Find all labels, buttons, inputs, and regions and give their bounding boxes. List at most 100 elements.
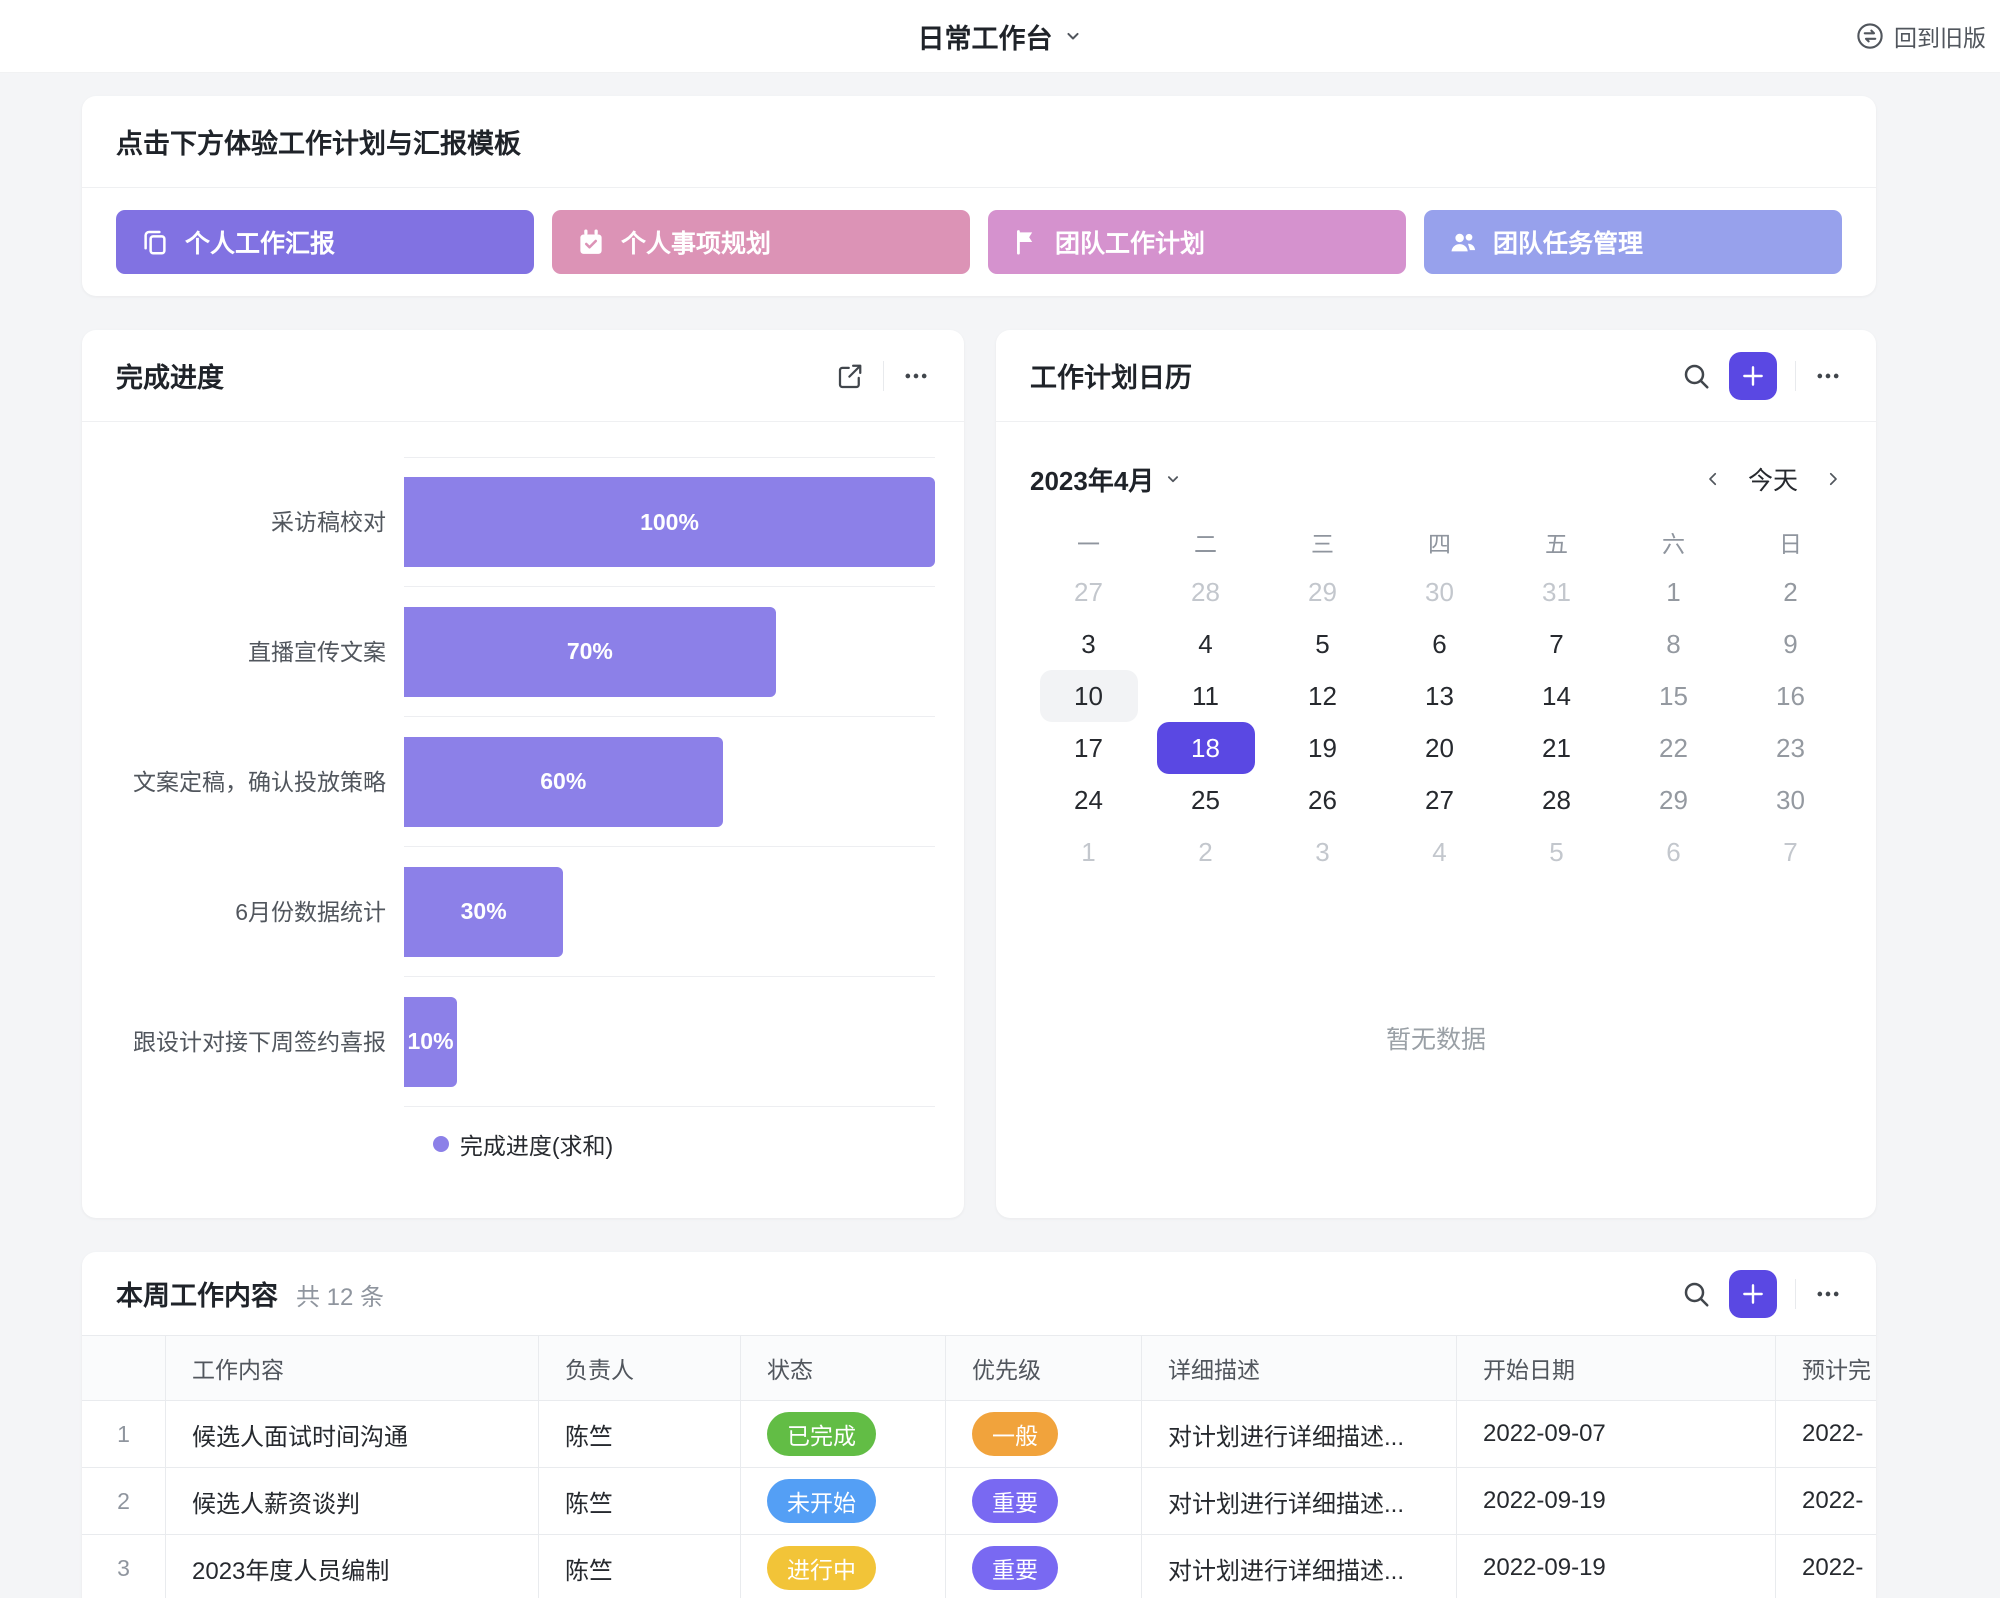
- calendar-day-5[interactable]: 5: [1498, 826, 1615, 878]
- calendar-day-16[interactable]: 16: [1732, 670, 1849, 722]
- priority-cell[interactable]: 重要: [946, 1535, 1142, 1598]
- calendar-day-label: 13: [1425, 680, 1454, 711]
- start-date-cell[interactable]: 2022-09-19: [1457, 1535, 1776, 1598]
- task-name-cell[interactable]: 候选人薪资谈判: [166, 1468, 539, 1535]
- calendar-day-19[interactable]: 19: [1264, 722, 1381, 774]
- chart-bar[interactable]: 70%: [404, 606, 776, 697]
- more-options-icon[interactable]: [1814, 1280, 1842, 1308]
- calendar-day-14[interactable]: 14: [1498, 670, 1615, 722]
- workspace-title-dropdown[interactable]: 日常工作台: [918, 17, 1083, 56]
- calendar-day-29[interactable]: 29: [1615, 774, 1732, 826]
- calendar-day-28[interactable]: 28: [1498, 774, 1615, 826]
- calendar-day-7[interactable]: 7: [1732, 826, 1849, 878]
- template-button-2[interactable]: 个人事项规划: [552, 210, 970, 274]
- calendar-day-18[interactable]: 18: [1147, 722, 1264, 774]
- calendar-day-13[interactable]: 13: [1381, 670, 1498, 722]
- divider: [996, 421, 1876, 422]
- month-selector[interactable]: 2023年4月: [1030, 461, 1182, 498]
- open-external-icon[interactable]: [835, 361, 865, 391]
- today-button[interactable]: 今天: [1747, 467, 1798, 495]
- calendar-day-20[interactable]: 20: [1381, 722, 1498, 774]
- search-icon[interactable]: [1681, 1279, 1711, 1309]
- calendar-day-27[interactable]: 27: [1030, 566, 1147, 618]
- calendar-day-29[interactable]: 29: [1264, 566, 1381, 618]
- table-row[interactable]: 1 候选人面试时间沟通 陈竺 已完成 一般 对计划进行详细描述... 2022-09-07 2…: [82, 1401, 1876, 1468]
- template-button-3[interactable]: 团队工作计划: [988, 210, 1406, 274]
- calendar-day-30[interactable]: 30: [1732, 774, 1849, 826]
- priority-cell[interactable]: 一般: [946, 1401, 1142, 1468]
- priority-cell[interactable]: 重要: [946, 1468, 1142, 1535]
- task-name-cell[interactable]: 2023年度人员编制: [166, 1535, 539, 1598]
- description-cell[interactable]: 对计划进行详细描述...: [1142, 1401, 1457, 1468]
- task-name-cell[interactable]: 候选人面试时间沟通: [166, 1401, 539, 1468]
- status-cell[interactable]: 未开始: [741, 1468, 946, 1535]
- status-badge: 未开始: [767, 1479, 876, 1523]
- calendar-day-7[interactable]: 7: [1498, 618, 1615, 670]
- more-options-icon[interactable]: [1814, 362, 1842, 390]
- chart-bar-value: 30%: [460, 898, 507, 924]
- calendar-day-4[interactable]: 4: [1147, 618, 1264, 670]
- owner-cell[interactable]: 陈竺: [539, 1468, 741, 1535]
- calendar-day-1[interactable]: 1: [1030, 826, 1147, 878]
- calendar-day-label: 30: [1776, 784, 1805, 815]
- calendar-day-22[interactable]: 22: [1615, 722, 1732, 774]
- start-date-cell[interactable]: 2022-09-19: [1457, 1468, 1776, 1535]
- calendar-day-12[interactable]: 12: [1264, 670, 1381, 722]
- template-button-4[interactable]: 团队任务管理: [1424, 210, 1842, 274]
- calendar-day-23[interactable]: 23: [1732, 722, 1849, 774]
- add-event-button[interactable]: [1729, 351, 1777, 400]
- calendar-day-27[interactable]: 27: [1381, 774, 1498, 826]
- back-to-old-version-button[interactable]: 回到旧版: [1855, 0, 1986, 72]
- calendar-day-8[interactable]: 8: [1615, 618, 1732, 670]
- chart-bar[interactable]: 30%: [404, 866, 564, 957]
- status-cell[interactable]: 进行中: [741, 1535, 946, 1598]
- status-cell[interactable]: 已完成: [741, 1401, 946, 1468]
- calendar-day-11[interactable]: 11: [1147, 670, 1264, 722]
- add-record-button[interactable]: [1729, 1269, 1777, 1318]
- chart-bar[interactable]: 10%: [404, 996, 458, 1087]
- owner-cell[interactable]: 陈竺: [539, 1535, 741, 1598]
- calendar-day-21[interactable]: 21: [1498, 722, 1615, 774]
- search-icon[interactable]: [1681, 361, 1711, 391]
- calendar-day-2[interactable]: 2: [1147, 826, 1264, 878]
- calendar-day-6[interactable]: 6: [1615, 826, 1732, 878]
- calendar-day-3[interactable]: 3: [1264, 826, 1381, 878]
- calendar-day-24[interactable]: 24: [1030, 774, 1147, 826]
- chart-category-label: 采访稿校对: [271, 508, 386, 535]
- calendar-day-25[interactable]: 25: [1147, 774, 1264, 826]
- calendar-day-28[interactable]: 28: [1147, 566, 1264, 618]
- calendar-day-15[interactable]: 15: [1615, 670, 1732, 722]
- calendar-day-26[interactable]: 26: [1264, 774, 1381, 826]
- calendar-day-2[interactable]: 2: [1732, 566, 1849, 618]
- calendar-weekday-header: 二: [1194, 531, 1217, 557]
- calendar-day-label: 20: [1425, 732, 1454, 763]
- calendar-day-6[interactable]: 6: [1381, 618, 1498, 670]
- owner-cell[interactable]: 陈竺: [539, 1401, 741, 1468]
- prev-month-icon[interactable]: [1704, 470, 1722, 488]
- due-date-cell[interactable]: 2022-: [1776, 1535, 1876, 1598]
- calendar-day-31[interactable]: 31: [1498, 566, 1615, 618]
- next-month-icon[interactable]: [1824, 470, 1842, 488]
- calendar-day-1[interactable]: 1: [1615, 566, 1732, 618]
- more-options-icon[interactable]: [902, 362, 930, 390]
- calendar-day-5[interactable]: 5: [1264, 618, 1381, 670]
- template-button-1[interactable]: 个人工作汇报: [116, 210, 534, 274]
- calendar-day-30[interactable]: 30: [1381, 566, 1498, 618]
- calendar-day-10[interactable]: 10: [1030, 670, 1147, 722]
- template-button-label: 个人工作汇报: [185, 230, 336, 258]
- description-cell[interactable]: 对计划进行详细描述...: [1142, 1535, 1457, 1598]
- calendar-day-4[interactable]: 4: [1381, 826, 1498, 878]
- calendar-day-3[interactable]: 3: [1030, 618, 1147, 670]
- due-date-cell[interactable]: 2022-: [1776, 1401, 1876, 1468]
- table-row[interactable]: 2 候选人薪资谈判 陈竺 未开始 重要 对计划进行详细描述... 2022-09-19 202…: [82, 1468, 1876, 1535]
- chart-bar[interactable]: 60%: [404, 736, 723, 827]
- calendar-day-17[interactable]: 17: [1030, 722, 1147, 774]
- description-cell[interactable]: 对计划进行详细描述...: [1142, 1468, 1457, 1535]
- calendar-day-label: 25: [1191, 784, 1220, 815]
- week-tasks-header: 本周工作内容 共 12 条: [82, 1252, 1876, 1335]
- table-row[interactable]: 3 2023年度人员编制 陈竺 进行中 重要 对计划进行详细描述... 2022-09-19…: [82, 1535, 1876, 1598]
- due-date-cell[interactable]: 2022-: [1776, 1468, 1876, 1535]
- calendar-day-9[interactable]: 9: [1732, 618, 1849, 670]
- start-date-cell[interactable]: 2022-09-07: [1457, 1401, 1776, 1468]
- chart-bar[interactable]: 100%: [404, 477, 935, 567]
